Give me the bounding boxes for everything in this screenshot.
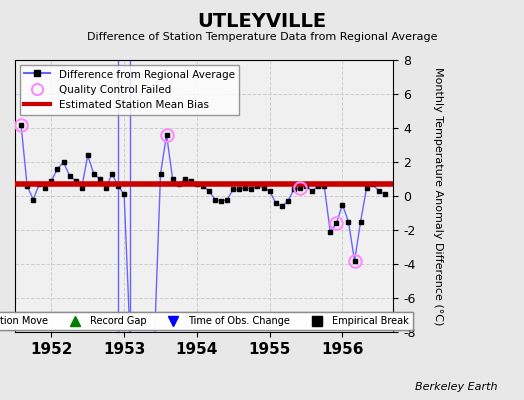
Legend: Station Move, Record Gap, Time of Obs. Change, Empirical Break: Station Move, Record Gap, Time of Obs. C… (0, 312, 412, 330)
Y-axis label: Monthly Temperature Anomaly Difference (°C): Monthly Temperature Anomaly Difference (… (432, 67, 442, 325)
Text: Difference of Station Temperature Data from Regional Average: Difference of Station Temperature Data f… (87, 32, 437, 42)
Text: UTLEYVILLE: UTLEYVILLE (198, 12, 326, 31)
Text: Berkeley Earth: Berkeley Earth (416, 382, 498, 392)
